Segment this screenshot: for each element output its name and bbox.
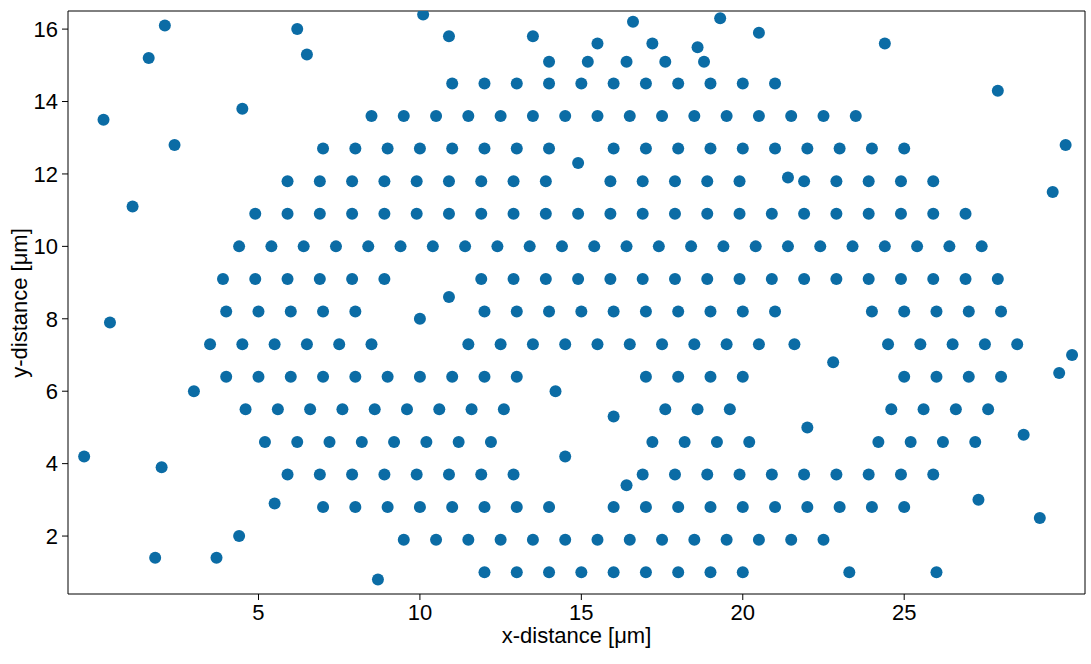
svg-text:4: 4 <box>46 451 58 476</box>
svg-text:20: 20 <box>731 600 755 625</box>
svg-text:16: 16 <box>34 17 58 42</box>
html-text:y-distance [μm]: y-distance [μm] <box>7 227 32 378</box>
svg-text:8: 8 <box>46 307 58 332</box>
html-text:x-distance [μm]: x-distance [μm] <box>501 623 652 648</box>
svg-text:12: 12 <box>34 162 58 187</box>
svg-text:15: 15 <box>569 600 593 625</box>
svg-text:10: 10 <box>34 234 58 259</box>
svg-text:10: 10 <box>408 600 432 625</box>
svg-text:6: 6 <box>46 379 58 404</box>
svg-text:14: 14 <box>34 89 58 114</box>
svg-text:5: 5 <box>252 600 264 625</box>
svg-text:25: 25 <box>892 600 916 625</box>
svg-text:2: 2 <box>46 524 58 549</box>
